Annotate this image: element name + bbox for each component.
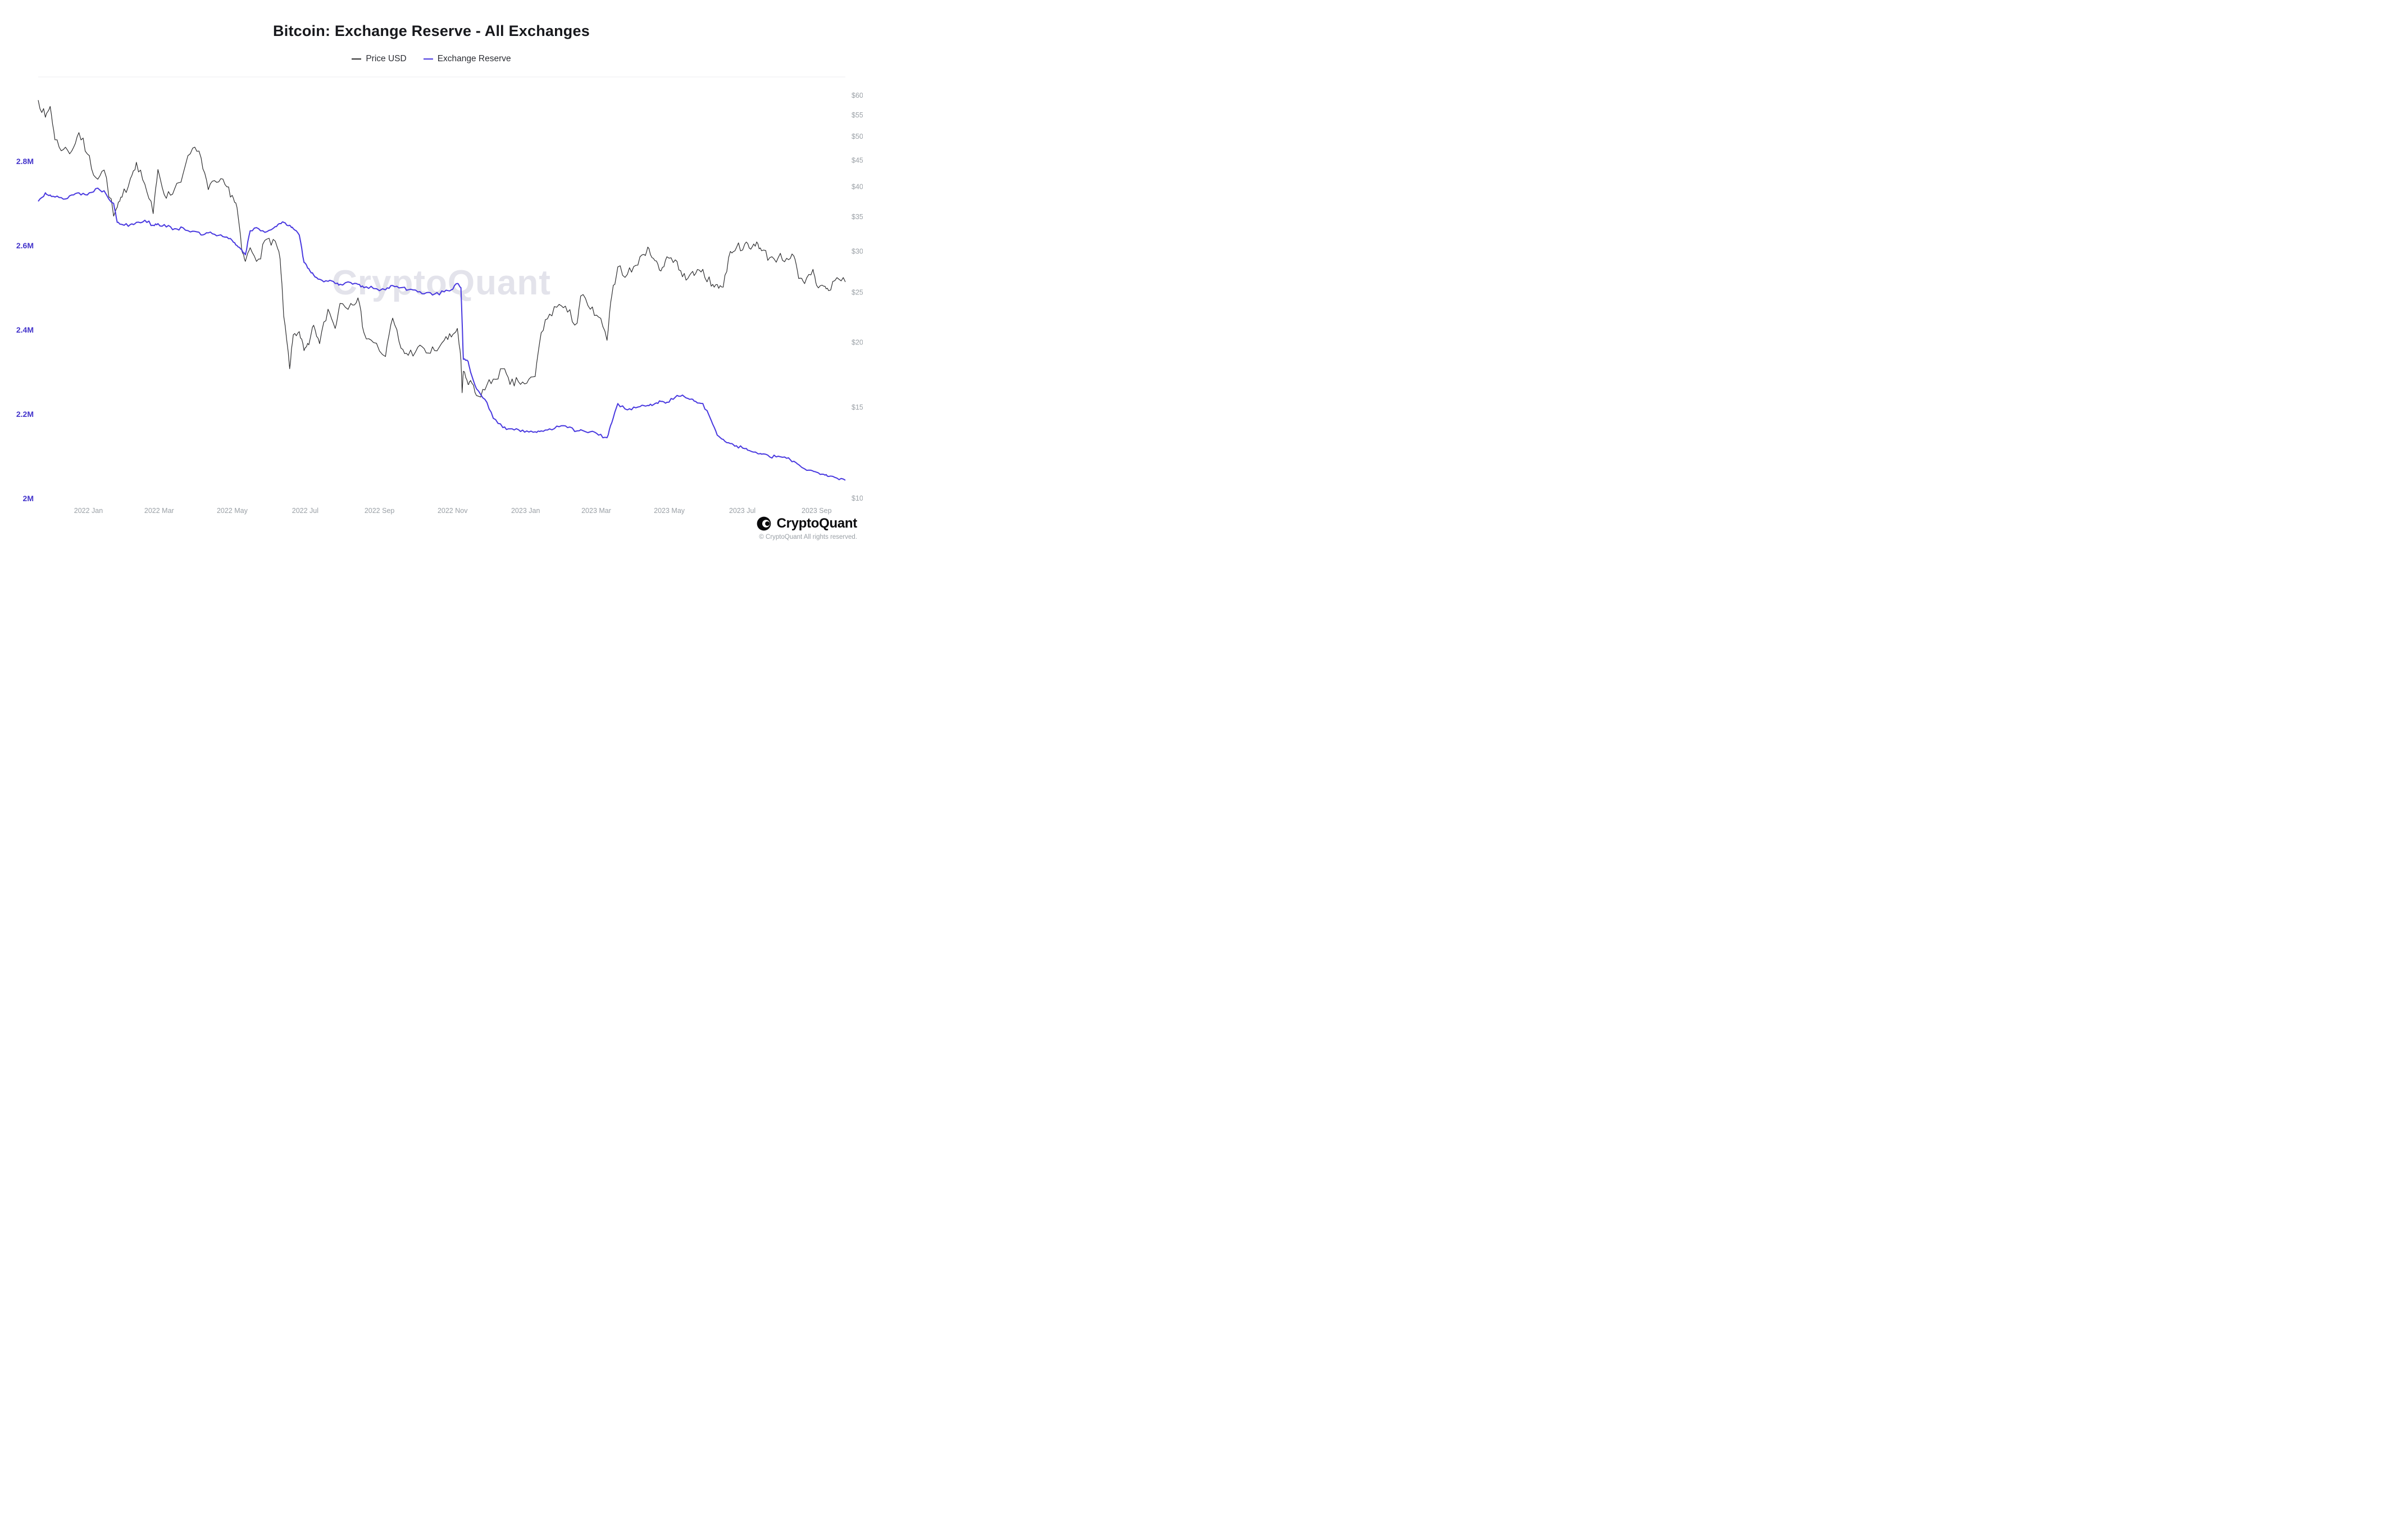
x-axis-tick: 2022 Jul — [292, 507, 318, 515]
x-axis-tick: 2023 Jul — [729, 507, 755, 515]
legend: Price USD Exchange Reserve — [0, 54, 863, 64]
legend-item-price-usd[interactable]: Price USD — [352, 54, 407, 64]
chart-title: Bitcoin: Exchange Reserve - All Exchange… — [273, 22, 590, 39]
x-axis-tick: 2022 May — [217, 507, 248, 515]
legend-label: Exchange Reserve — [437, 54, 511, 63]
right-axis-tick: $45K — [852, 156, 863, 164]
legend-swatch-line — [423, 58, 433, 60]
right-axis-tick: $40K — [852, 183, 863, 190]
left-axis-tick: 2M — [23, 494, 34, 503]
right-axis-tick: $55K — [852, 111, 863, 119]
x-axis-tick: 2022 Sep — [365, 507, 395, 515]
x-axis-tick: 2023 May — [654, 507, 685, 515]
right-axis-tick: $35K — [852, 213, 863, 221]
exchange-reserve-line — [38, 187, 846, 481]
chart-page: Bitcoin: Exchange Reserve - All Exchange… — [0, 0, 863, 544]
right-axis-tick: $30K — [852, 248, 863, 256]
x-axis-tick: 2023 Mar — [581, 507, 611, 515]
x-axis-labels: 2022 Jan 2022 Mar 2022 May 2022 Jul 2022 Sep… — [74, 507, 832, 515]
right-axis-labels: $10K $15K $20K $25K $30K $35K $40K $45K $50K $55K… — [852, 92, 863, 502]
x-axis-tick: 2022 Mar — [144, 507, 174, 515]
x-axis-tick: 2023 Sep — [802, 507, 832, 515]
x-axis-tick: 2022 Jan — [74, 507, 103, 515]
x-axis-tick: 2022 Nov — [438, 507, 468, 515]
left-axis-tick: 2.2M — [16, 410, 34, 419]
footer: CryptoQuant © CryptoQuant All rights res… — [755, 515, 857, 541]
right-axis-tick: $50K — [852, 133, 863, 140]
legend-swatch-line — [352, 58, 362, 60]
left-axis-tick: 2.4M — [16, 325, 34, 334]
cryptoquant-logo-icon — [757, 516, 771, 531]
chart-canvas: CryptoQuant 2M 2.2M 2.4M 2.6M 2.8M $10K $15K $2… — [16, 76, 863, 515]
right-axis-tick: $60K — [852, 92, 863, 99]
brand-name: CryptoQuant — [776, 516, 858, 531]
right-axis-tick: $25K — [852, 288, 863, 296]
right-axis-tick: $20K — [852, 339, 863, 347]
watermark: CryptoQuant — [332, 264, 551, 302]
legend-label: Price USD — [366, 54, 407, 63]
right-axis-tick: $10K — [852, 494, 863, 502]
right-axis-tick: $15K — [852, 403, 863, 411]
copyright-text: © CryptoQuant All rights reserved. — [759, 534, 857, 541]
left-axis-tick: 2.6M — [16, 241, 34, 250]
left-axis-labels: 2M 2.2M 2.4M 2.6M 2.8M — [16, 157, 34, 503]
left-axis-tick: 2.8M — [16, 157, 34, 166]
legend-item-exchange-reserve[interactable]: Exchange Reserve — [423, 54, 511, 64]
price-usd-line — [38, 100, 846, 398]
x-axis-tick: 2023 Jan — [511, 507, 540, 515]
